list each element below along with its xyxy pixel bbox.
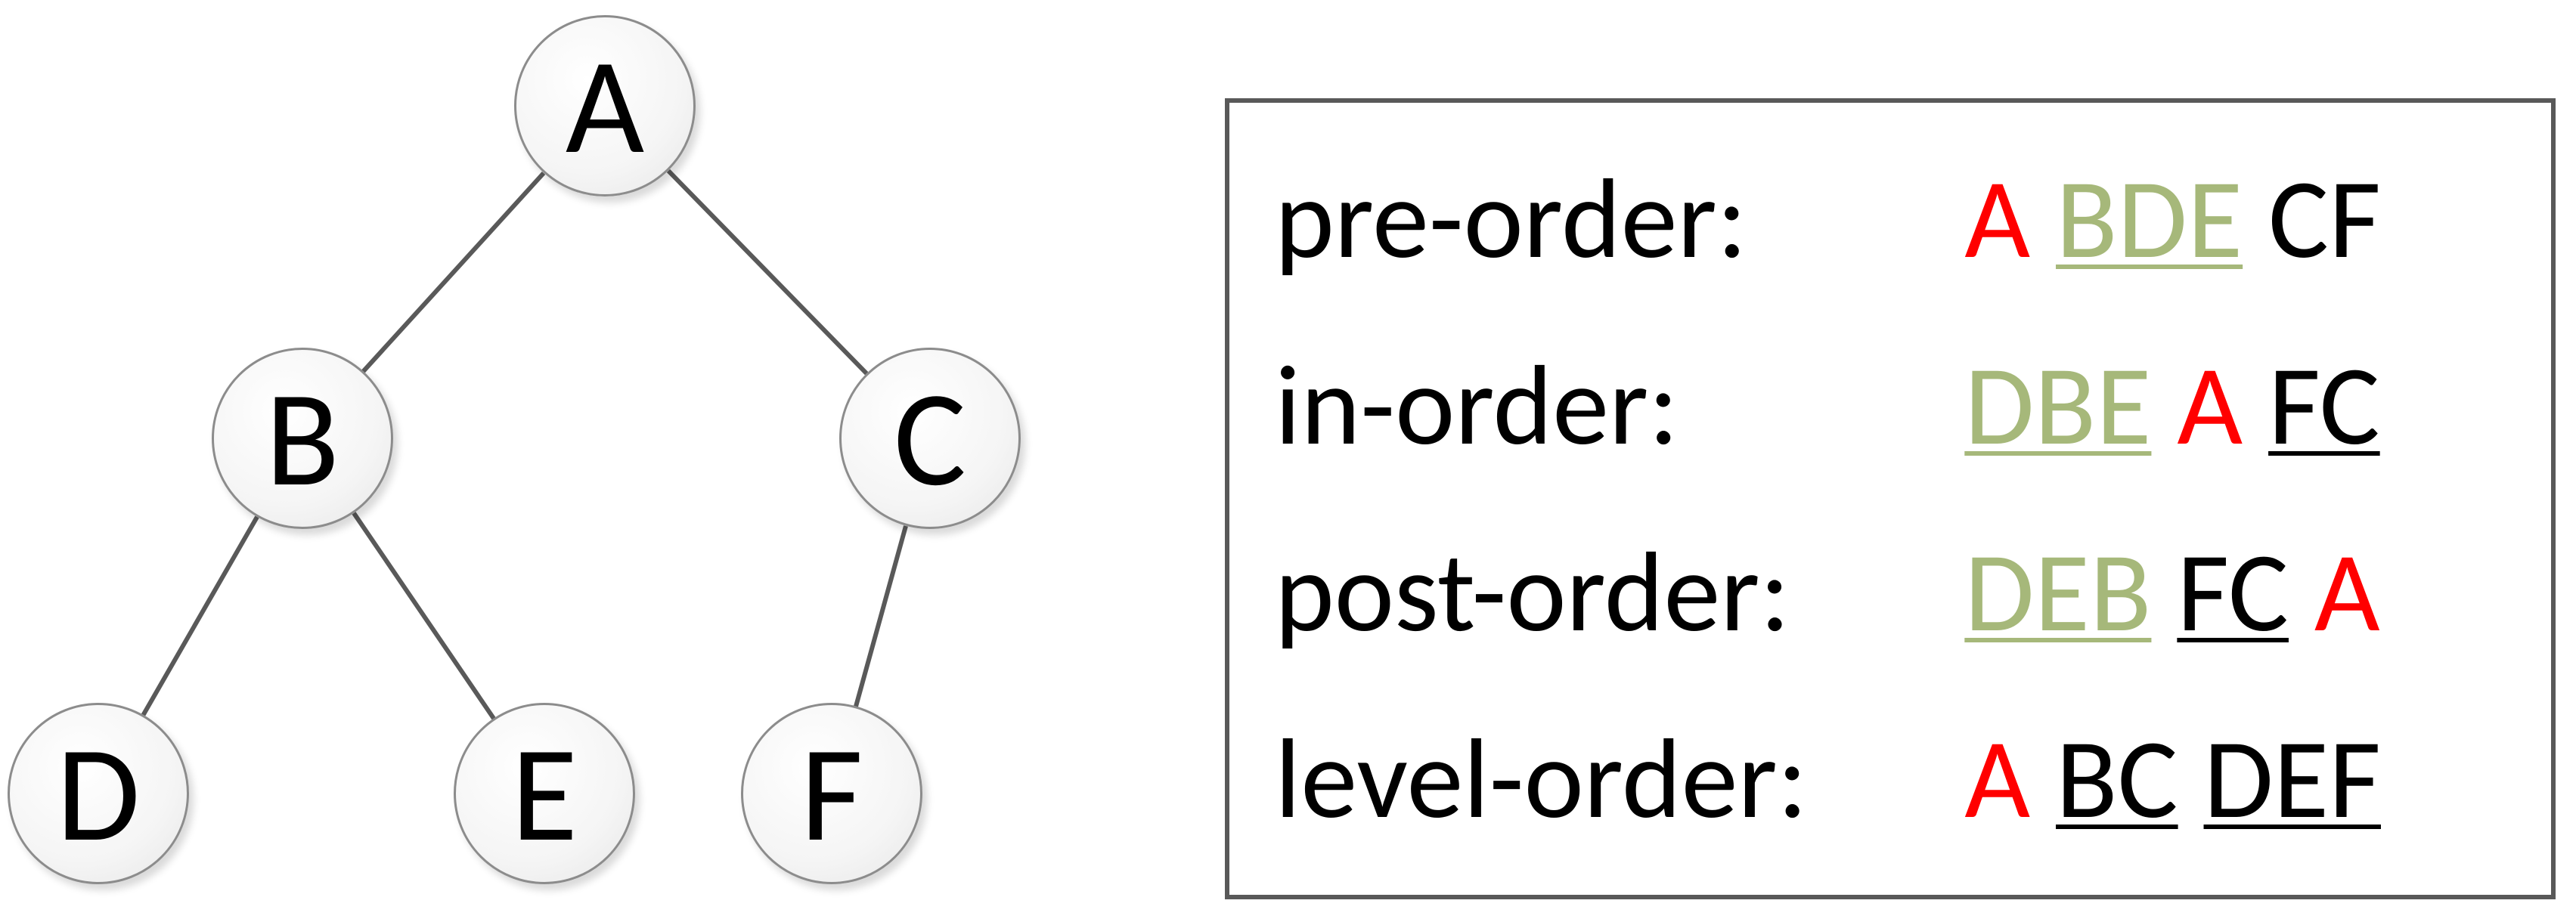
legend-row-label: in-order: [1275, 347, 1964, 465]
legend-row: pre-order:A BDE CF [1275, 160, 2513, 278]
tree-node-e: E [454, 703, 635, 884]
legend-row-label: pre-order: [1275, 160, 1964, 278]
legend-segment: CF [2268, 160, 2381, 278]
tree-edge [854, 525, 908, 707]
tree-edge [352, 512, 495, 719]
legend-segment [2151, 534, 2177, 651]
legend-row: in-order:DBE A FC [1275, 347, 2513, 465]
legend-segment: A [2314, 534, 2380, 651]
tree-node-c: C [839, 348, 1021, 529]
tree-node-label: A [566, 23, 644, 189]
tree-node-label: C [894, 356, 966, 521]
legend-segment [2178, 720, 2204, 838]
legend-segment [2151, 347, 2177, 465]
legend-segment: A [1964, 160, 2030, 278]
legend-segment: A [1964, 720, 2030, 838]
tree-edge [361, 172, 545, 373]
tree-node-label: F [801, 711, 863, 877]
tree-node-label: B [265, 356, 339, 521]
tree-edge [141, 516, 259, 716]
tree-node-d: D [8, 703, 189, 884]
tree-node-a: A [514, 15, 696, 196]
legend-row-label: post-order: [1275, 534, 1964, 651]
traversal-legend: pre-order:A BDE CFin-order:DBE A FCpost-… [1225, 98, 2556, 899]
legend-row: post-order:DEB FC A [1275, 534, 2513, 651]
legend-segment [2030, 160, 2056, 278]
legend-segment: FC [2177, 534, 2289, 651]
legend-row-label: level-order: [1275, 720, 1964, 838]
legend-segment: BDE [2056, 160, 2243, 278]
tree-edge [667, 169, 869, 376]
legend-segment [2030, 720, 2056, 838]
diagram-root: ABCDEF pre-order:A BDE CFin-order:DBE A … [0, 0, 2576, 922]
tree-node-b: B [212, 348, 393, 529]
legend-segment [2243, 160, 2268, 278]
tree-node-label: E [511, 711, 578, 877]
legend-segment: DEF [2204, 720, 2381, 838]
tree-node-label: D [57, 711, 141, 877]
legend-segment: DBE [1964, 347, 2151, 465]
legend-segment: A [2177, 347, 2243, 465]
legend-segment [2243, 347, 2268, 465]
legend-segment: FC [2268, 347, 2380, 465]
legend-segment [2289, 534, 2314, 651]
tree-node-f: F [741, 703, 922, 884]
legend-row: level-order:A BC DEF [1275, 720, 2513, 838]
legend-segment: DEB [1964, 534, 2151, 651]
legend-segment: BC [2056, 720, 2178, 838]
